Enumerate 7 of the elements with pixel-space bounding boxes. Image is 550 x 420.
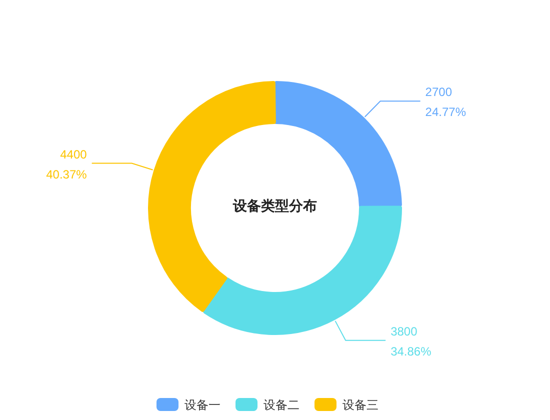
data-label: 3800 34.86%: [390, 324, 432, 358]
legend-label: 设备一: [184, 398, 220, 412]
legend-label: 设备二: [264, 398, 300, 412]
data-label: 2700 24.77%: [425, 85, 466, 120]
text: 设备类型分布: [232, 198, 317, 214]
legend-label: 设备三: [342, 398, 378, 412]
data-label: 4400 40.37%: [46, 147, 88, 182]
